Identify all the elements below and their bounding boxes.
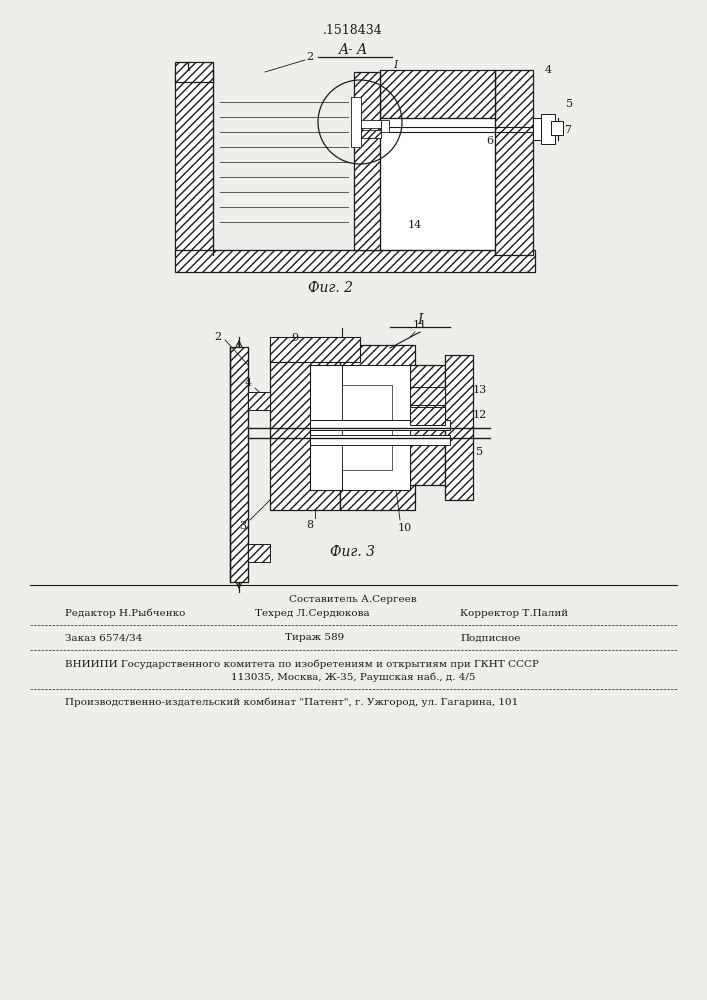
Bar <box>551 121 563 135</box>
Bar <box>361 130 381 138</box>
Text: Производственно-издательский комбинат "Патент", г. Ужгород, ул. Гагарина, 101: Производственно-издательский комбинат "П… <box>65 697 518 707</box>
Text: ВНИИПИ Государственного комитета по изобретениям и открытиям при ГКНТ СССР: ВНИИПИ Государственного комитета по изоб… <box>65 659 539 669</box>
Text: Техред Л.Сердюкова: Техред Л.Сердюкова <box>255 608 370 617</box>
Text: Составитель А.Сергеев: Составитель А.Сергеев <box>289 594 417 603</box>
Text: 3: 3 <box>240 521 247 531</box>
Bar <box>310 435 450 445</box>
Text: 5: 5 <box>566 99 573 109</box>
Bar <box>175 70 213 255</box>
Bar <box>410 365 445 485</box>
Text: 2: 2 <box>306 52 314 62</box>
Bar <box>445 355 473 500</box>
Bar <box>310 420 450 430</box>
Bar <box>270 337 360 362</box>
Bar <box>342 385 392 470</box>
Bar <box>541 114 555 144</box>
Text: Корректор Т.Палий: Корректор Т.Палий <box>460 608 568 617</box>
Text: 14: 14 <box>408 220 422 230</box>
Text: Фиг. 2: Фиг. 2 <box>308 281 353 295</box>
Text: 12: 12 <box>473 410 487 420</box>
Text: 4: 4 <box>245 378 252 388</box>
Bar <box>380 70 495 118</box>
Bar <box>381 120 389 132</box>
Bar <box>248 544 270 562</box>
Text: A- A: A- A <box>339 43 368 57</box>
Bar <box>380 118 495 250</box>
Text: I: I <box>417 313 423 327</box>
Text: 113035, Москва, Ж-35, Раушская наб., д. 4/5: 113035, Москва, Ж-35, Раушская наб., д. … <box>230 672 475 682</box>
Text: 8: 8 <box>306 520 314 530</box>
Text: Фиг. 3: Фиг. 3 <box>330 545 375 559</box>
Text: 7: 7 <box>564 125 571 135</box>
Text: Редактор Н.Рыбченко: Редактор Н.Рыбченко <box>65 608 185 618</box>
Bar <box>175 250 535 272</box>
Text: Подписное: Подписное <box>460 634 520 643</box>
Text: 13: 13 <box>473 385 487 395</box>
Bar <box>533 118 541 140</box>
Text: 11: 11 <box>413 320 427 330</box>
Bar <box>270 345 340 510</box>
Text: I: I <box>393 60 397 70</box>
Bar <box>495 70 533 255</box>
Bar <box>248 392 270 410</box>
Bar <box>310 365 342 490</box>
Bar <box>342 365 410 490</box>
Text: Заказ 6574/34: Заказ 6574/34 <box>65 634 142 643</box>
Bar <box>175 62 213 82</box>
Text: 5: 5 <box>477 447 484 457</box>
Bar <box>361 120 381 128</box>
Bar <box>230 347 248 582</box>
Bar <box>410 407 445 425</box>
Bar <box>351 97 361 147</box>
Text: Тираж 589: Тираж 589 <box>285 634 344 643</box>
Text: 6: 6 <box>486 136 493 146</box>
Text: 9: 9 <box>291 333 298 343</box>
Bar <box>354 72 380 250</box>
Bar <box>340 345 415 510</box>
Text: 1: 1 <box>185 63 192 73</box>
Text: 4: 4 <box>544 65 551 75</box>
Text: 10: 10 <box>398 523 412 533</box>
Text: 2: 2 <box>214 332 221 342</box>
Text: .1518434: .1518434 <box>323 23 383 36</box>
Bar <box>410 387 445 405</box>
